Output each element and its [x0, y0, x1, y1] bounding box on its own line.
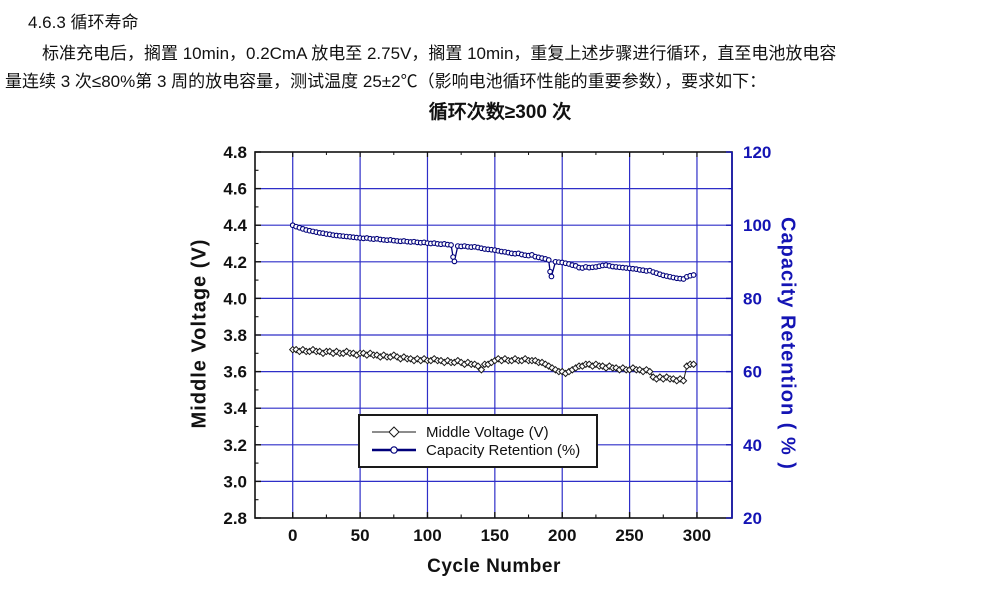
legend-item-capacity-retention: Capacity Retention (%) — [370, 442, 596, 459]
body-text-line-1: 标准充电后，搁置 10min，0.2CmA 放电至 2.75V，搁置 10min… — [42, 44, 837, 63]
data-point-diamond — [420, 354, 428, 363]
data-point-diamond — [619, 364, 627, 372]
y-left-tick-label: 4.6 — [223, 180, 247, 199]
data-point-circle — [548, 273, 555, 280]
x-tick-label: 300 — [683, 526, 711, 545]
y-right-tick-label: 60 — [743, 363, 762, 382]
data-point-diamond — [612, 364, 620, 372]
section-heading: 4.6.3 循环寿命 — [28, 13, 139, 32]
y-left-tick-label: 3.6 — [223, 363, 247, 382]
y-right-tick-label: 100 — [743, 216, 771, 235]
y-left-tick-label: 2.8 — [223, 509, 247, 528]
data-point-circle — [690, 272, 697, 278]
chart-title: 循环次数≥300 次 — [428, 102, 572, 123]
y-left-tick-label: 4.0 — [223, 289, 247, 308]
y-right-tick-label: 80 — [743, 289, 762, 308]
x-tick-label: 0 — [288, 526, 297, 545]
data-point-diamond — [477, 365, 486, 374]
y-left-tick-label: 4.2 — [223, 253, 247, 272]
x-tick-label: 100 — [413, 526, 441, 545]
data-point-diamond — [413, 354, 422, 363]
data-point-diamond — [544, 362, 553, 370]
right-axis-title: Capacity Retention ( % ) — [776, 217, 799, 470]
data-point-diamond — [325, 347, 334, 356]
chart-legend: Middle Voltage (V) Capacity Retention (%… — [358, 414, 598, 468]
diamond-marker-icon — [372, 426, 416, 438]
data-point-diamond — [649, 373, 657, 381]
data-point-diamond — [629, 364, 637, 372]
data-point-circle — [547, 268, 553, 275]
data-point-diamond — [366, 349, 375, 358]
x-tick-label: 50 — [351, 526, 370, 545]
data-point-diamond — [373, 351, 381, 359]
data-point-diamond — [299, 345, 307, 354]
data-point-diamond — [430, 354, 439, 363]
data-point-diamond — [393, 353, 401, 361]
left-axis-title: Middle Voltage (V) — [188, 238, 211, 429]
data-point-circle — [448, 242, 454, 248]
x-tick-label: 250 — [615, 526, 643, 545]
y-right-tick-label: 20 — [743, 509, 762, 528]
data-point-diamond — [679, 376, 688, 385]
data-point-circle — [545, 257, 552, 263]
legend-label-capacity-retention: Capacity Retention (%) — [426, 441, 581, 459]
y-left-tick-label: 3.2 — [223, 436, 247, 455]
circle-marker-icon — [372, 446, 416, 454]
data-point-circle — [451, 258, 458, 265]
y-left-tick-label: 4.4 — [223, 216, 247, 235]
data-point-diamond — [669, 375, 678, 383]
y-left-tick-label: 3.8 — [223, 326, 247, 345]
data-point-diamond — [645, 367, 654, 376]
y-left-tick-label: 3.4 — [223, 399, 247, 418]
x-tick-label: 150 — [481, 526, 509, 545]
legend-label-middle-voltage: Middle Voltage (V) — [426, 423, 549, 441]
data-point-diamond — [315, 347, 324, 356]
data-point-diamond — [474, 362, 482, 370]
data-point-diamond — [592, 360, 600, 369]
data-point-diamond — [309, 345, 317, 354]
y-left-tick-label: 4.8 — [223, 143, 247, 162]
x-axis-title: Cycle Number — [427, 556, 561, 577]
data-point-diamond — [470, 360, 479, 369]
x-tick-label: 200 — [548, 526, 576, 545]
y-left-tick-label: 3.0 — [223, 472, 247, 491]
y-right-tick-label: 120 — [743, 143, 771, 162]
data-point-diamond — [676, 375, 684, 383]
data-point-diamond — [689, 360, 698, 369]
y-right-tick-label: 40 — [743, 436, 762, 455]
body-text-line-2: 量连续 3 次≤80%第 3 周的放电容量，测试温度 25±2℃（影响电池循环性… — [5, 72, 767, 91]
legend-item-middle-voltage: Middle Voltage (V) — [370, 424, 596, 441]
